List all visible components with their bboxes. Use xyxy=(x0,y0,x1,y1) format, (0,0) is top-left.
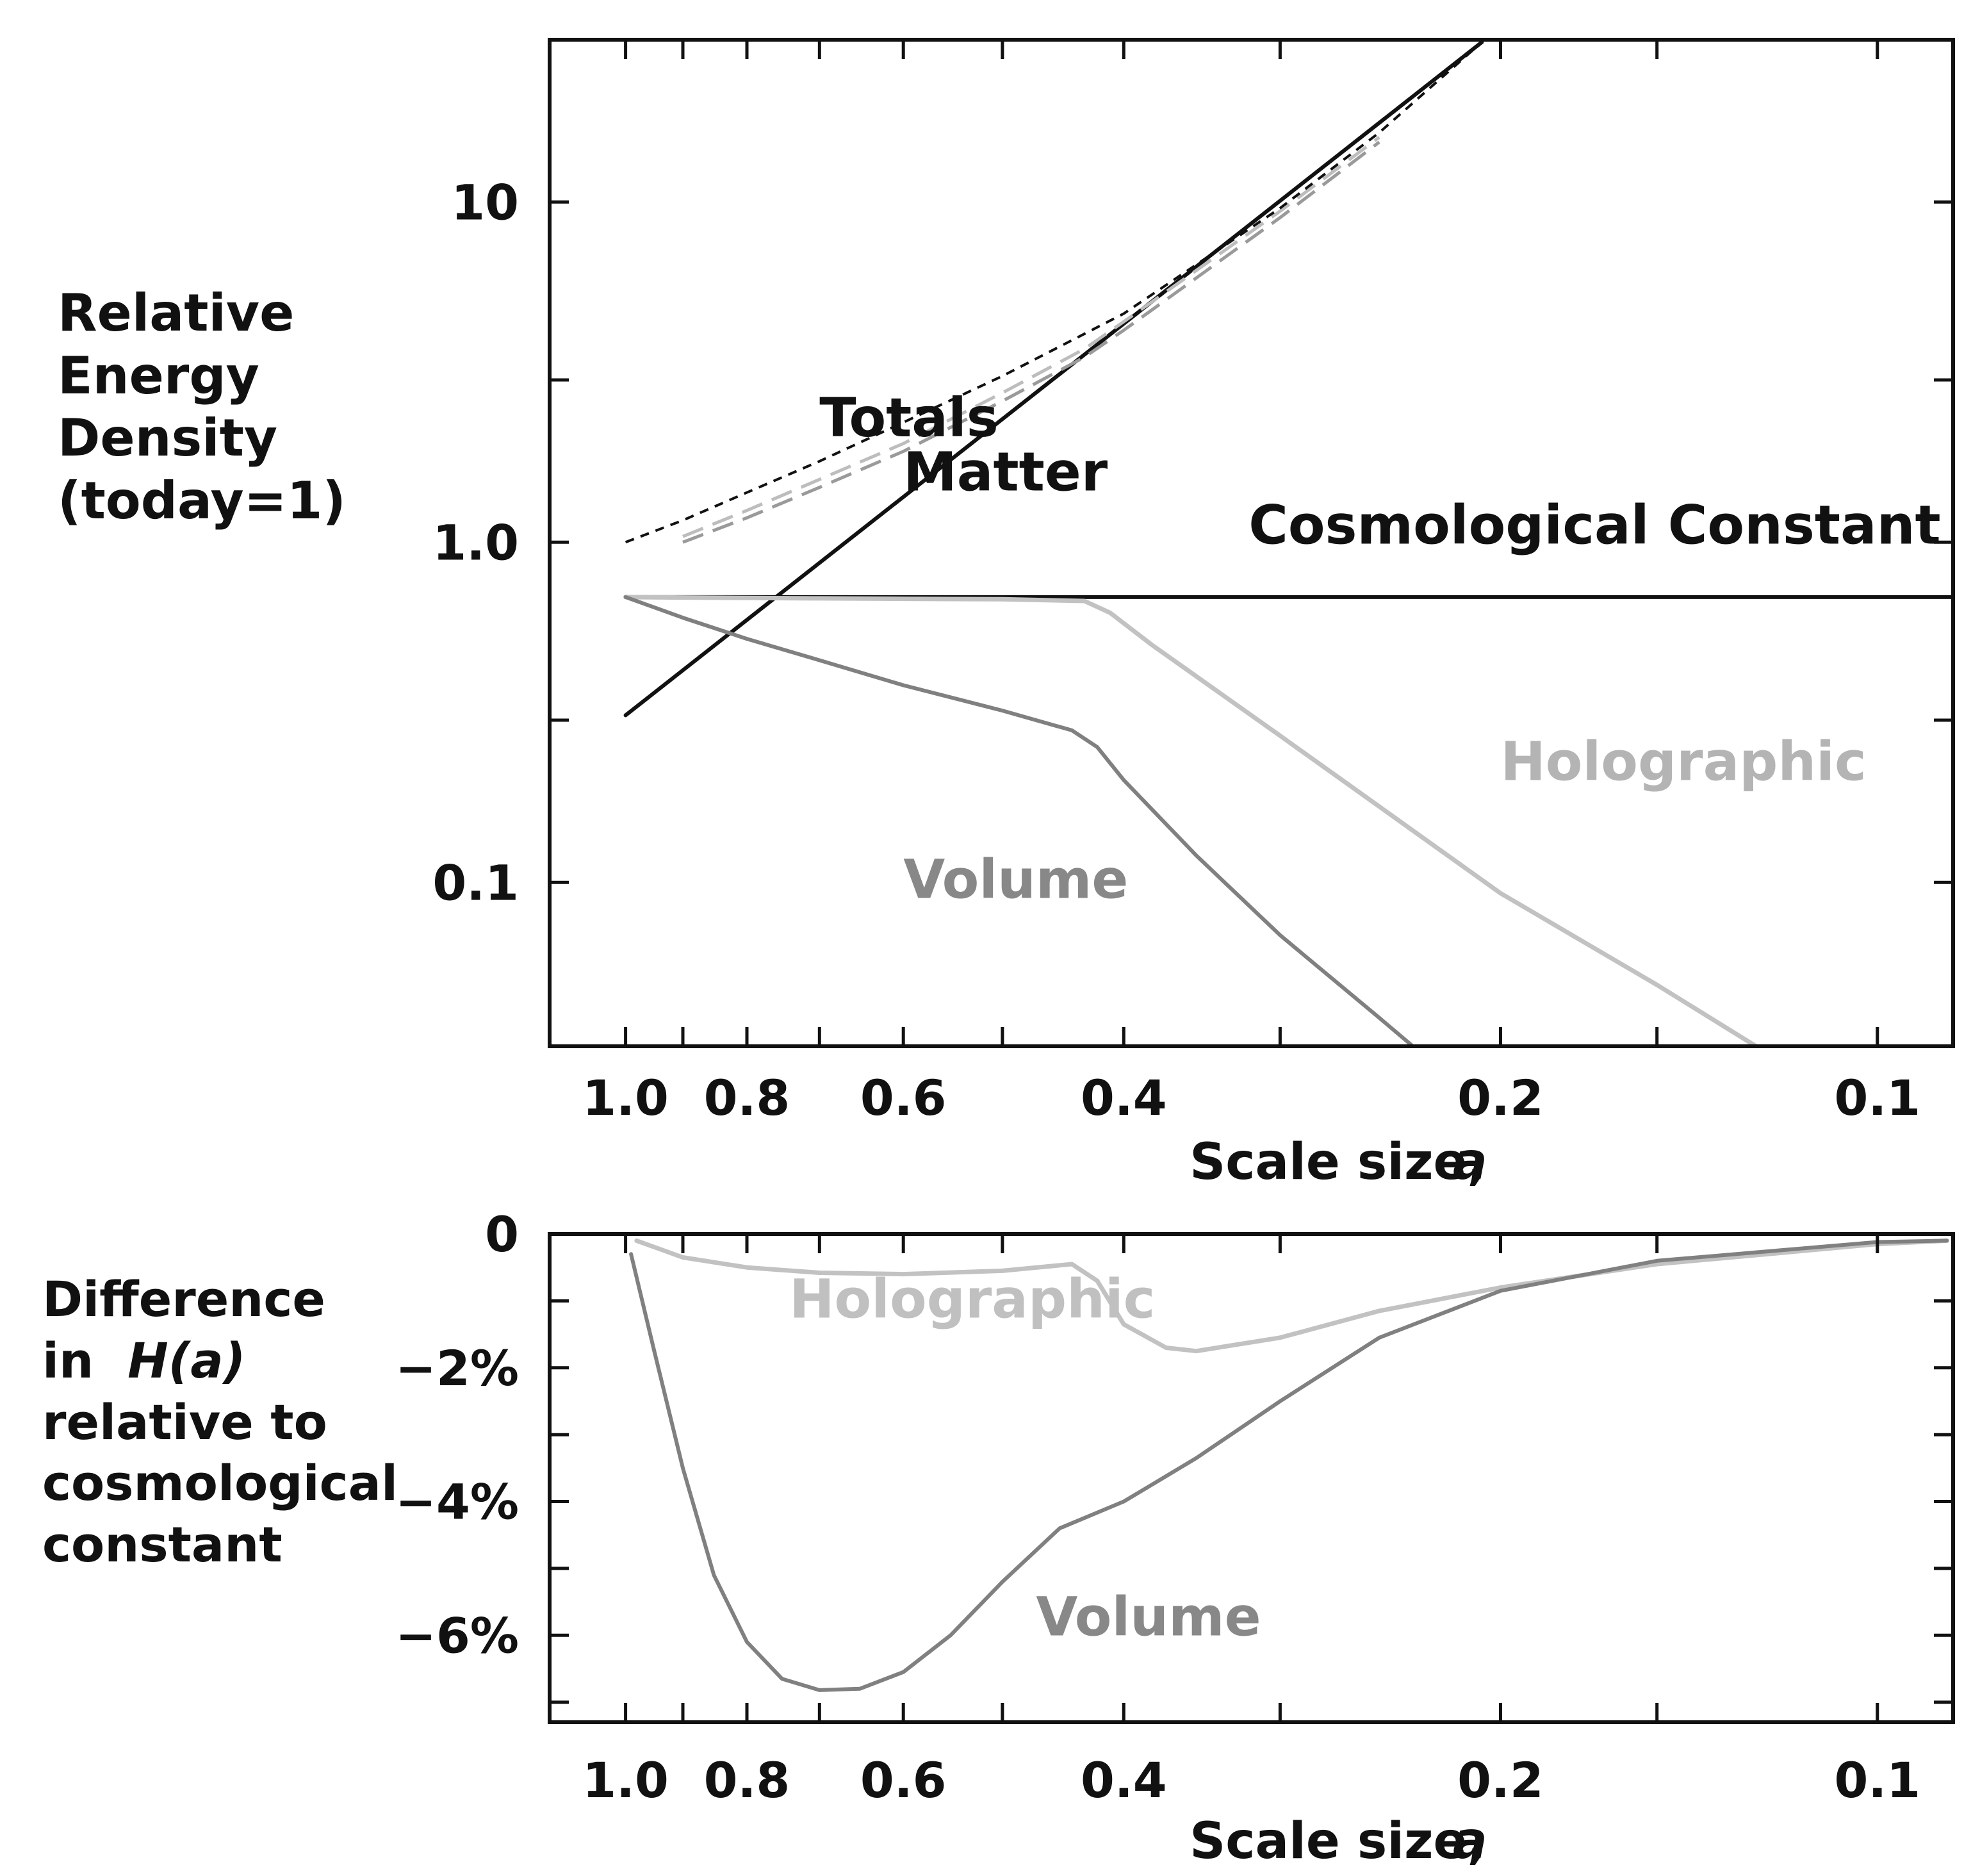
top-ylabel-line-1: Relative xyxy=(58,283,295,343)
top-series-holographic-line xyxy=(623,595,1758,1046)
top-ytick-label: 10 xyxy=(451,174,519,231)
top-x-axis-label: Scale size, xyxy=(1190,1133,1486,1191)
bottom-ylabel-line-4: cosmological xyxy=(42,1454,398,1512)
bottom-ytick-label: −2% xyxy=(395,1340,519,1397)
bottom-xtick-label: 0.1 xyxy=(1834,1752,1920,1809)
top-series-matter-line xyxy=(623,40,1484,718)
bottom-ylabel-line-1: Difference xyxy=(42,1271,325,1328)
top-x-axis-variable: a xyxy=(1453,1131,1487,1191)
bottom-series-label-volume: Volume xyxy=(1036,1585,1261,1648)
bottom-xtick-label: 0.8 xyxy=(704,1752,790,1809)
top-xtick-label: 0.8 xyxy=(704,1069,790,1126)
top-series-volume-line xyxy=(623,595,1415,1046)
bottom-ylabel-function: H(a) xyxy=(127,1331,246,1389)
bottom-y-axis-label: Difference in H(a) relative to cosmologi… xyxy=(42,1269,398,1576)
top-ylabel-line-4: (today=1) xyxy=(58,470,346,531)
top-series-label-volume: Volume xyxy=(903,848,1128,911)
top-series-group xyxy=(623,40,1953,1046)
bottom-ylabel-prefix: in xyxy=(42,1331,94,1389)
bottom-series-group xyxy=(629,1238,1949,1692)
top-ytick-label: 1.0 xyxy=(432,514,519,571)
bottom-ytick-label: −6% xyxy=(395,1607,519,1664)
bottom-x-axis-variable: a xyxy=(1453,1811,1487,1870)
bottom-ylabel-line-5: constant xyxy=(42,1516,282,1573)
bottom-xtick-label: 1.0 xyxy=(582,1752,669,1809)
bottom-series-label-holographic: Holographic xyxy=(789,1268,1155,1331)
bottom-plot-frame xyxy=(548,1232,1955,1724)
bottom-hubble-difference-chart: 1.0 0.8 0.6 0.4 0.2 0.1 0 −2% −4% −6% Scale size,a… xyxy=(395,1206,1955,1870)
top-xtick-label: 0.1 xyxy=(1834,1069,1920,1126)
top-xtick-label: 1.0 xyxy=(582,1069,669,1126)
top-series-label-matter: Matter xyxy=(903,441,1108,504)
bottom-xtick-label: 0.4 xyxy=(1081,1752,1167,1809)
bottom-ylabel-line-3: relative to xyxy=(42,1393,327,1451)
top-energy-density-chart: 1.0 0.8 0.6 0.4 0.2 0.1 10 1.0 0.1 Scale size,a Co… xyxy=(432,38,1955,1191)
top-series-total-volume-line xyxy=(682,140,1380,544)
bottom-xtick-label: 0.6 xyxy=(860,1752,947,1809)
top-xtick-label: 0.6 xyxy=(860,1069,947,1126)
bottom-ytick-label: −4% xyxy=(395,1474,519,1531)
top-y-axis-label: Relative Energy Density (today=1) xyxy=(58,282,346,532)
bottom-x-axis-label: Scale size, xyxy=(1190,1813,1486,1870)
bottom-xtick-label: 0.2 xyxy=(1457,1752,1544,1809)
top-xtick-label: 0.4 xyxy=(1081,1069,1167,1126)
top-series-label-totals: Totals xyxy=(819,386,998,449)
bottom-ytick-label: 0 xyxy=(485,1206,519,1263)
top-ylabel-line-2: Energy xyxy=(58,345,259,406)
bottom-series-volume-line xyxy=(629,1238,1949,1692)
top-series-label-holographic: Holographic xyxy=(1501,730,1867,793)
top-ylabel-line-3: Density xyxy=(58,408,278,468)
bottom-ylabel-line-2: in H(a) xyxy=(42,1330,398,1392)
top-xtick-label: 0.2 xyxy=(1457,1069,1544,1126)
top-series-label-cosmological-constant: Cosmological Constant xyxy=(1248,494,1940,557)
top-ytick-label: 0.1 xyxy=(432,854,519,911)
top-series-total-holographic-line xyxy=(682,136,1380,538)
top-series-totals-line xyxy=(625,41,1483,544)
